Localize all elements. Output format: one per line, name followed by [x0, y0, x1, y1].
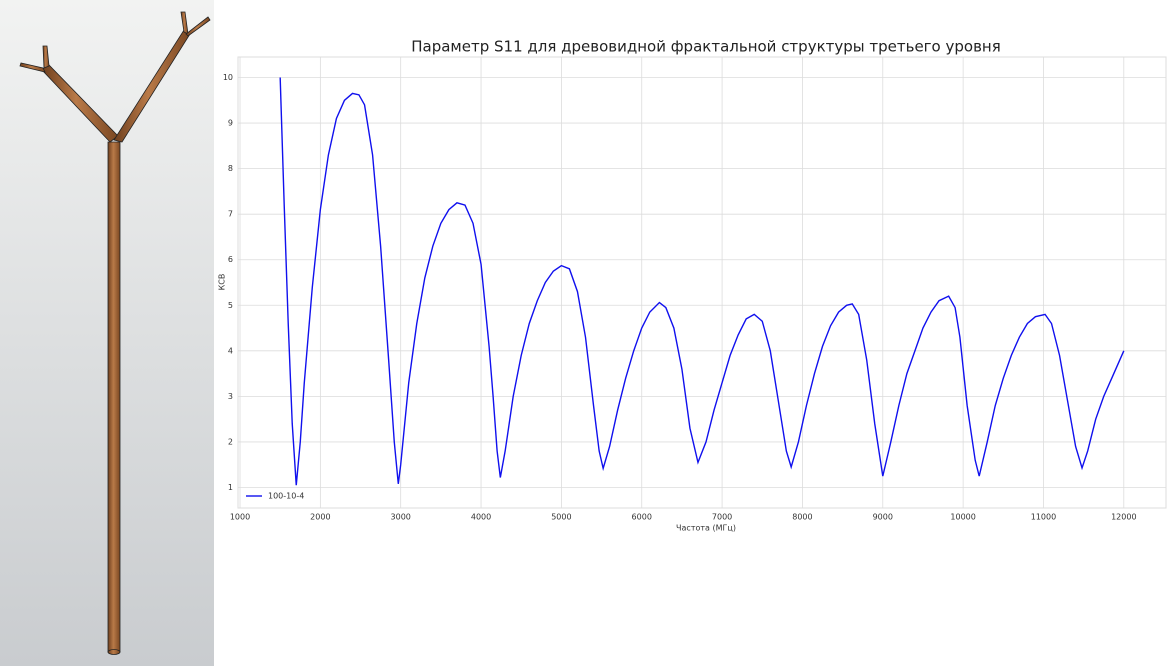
- chart-title: Параметр S11 для древовидной фрактальной…: [411, 38, 1001, 56]
- x-tick-label: 12000: [1111, 513, 1136, 522]
- x-tick-label: 4000: [471, 513, 491, 522]
- x-tick-label: 11000: [1031, 513, 1056, 522]
- y-tick-label: 4: [228, 346, 233, 355]
- x-tick-label: 5000: [551, 513, 571, 522]
- y-tick-label: 6: [228, 255, 233, 264]
- y-tick-label: 2: [228, 437, 233, 446]
- y-tick-label: 3: [228, 392, 233, 401]
- y-tick-label: 8: [228, 164, 233, 173]
- legend-label: 100-10-4: [268, 492, 304, 501]
- x-tick-label: 6000: [632, 513, 652, 522]
- x-tick-label: 7000: [712, 513, 732, 522]
- y-tick-label: 7: [228, 210, 233, 219]
- y-tick-label: 9: [228, 119, 233, 128]
- x-tick-label: 8000: [792, 513, 812, 522]
- chart: Параметр S11 для древовидной фрактальной…: [0, 0, 1169, 666]
- y-axis-label: КСВ: [218, 274, 227, 291]
- y-tick-label: 5: [228, 301, 233, 310]
- page: Параметр S11 для древовидной фрактальной…: [0, 0, 1169, 666]
- y-tick-label: 1: [228, 483, 233, 492]
- plot-area: [238, 57, 1166, 508]
- x-tick-label: 2000: [310, 513, 330, 522]
- x-tick-label: 3000: [391, 513, 411, 522]
- x-tick-label: 1000: [230, 513, 250, 522]
- x-axis-label: Частота (МГц): [676, 524, 736, 533]
- x-tick-label: 9000: [873, 513, 893, 522]
- y-tick-label: 10: [223, 73, 233, 82]
- x-tick-label: 10000: [950, 513, 975, 522]
